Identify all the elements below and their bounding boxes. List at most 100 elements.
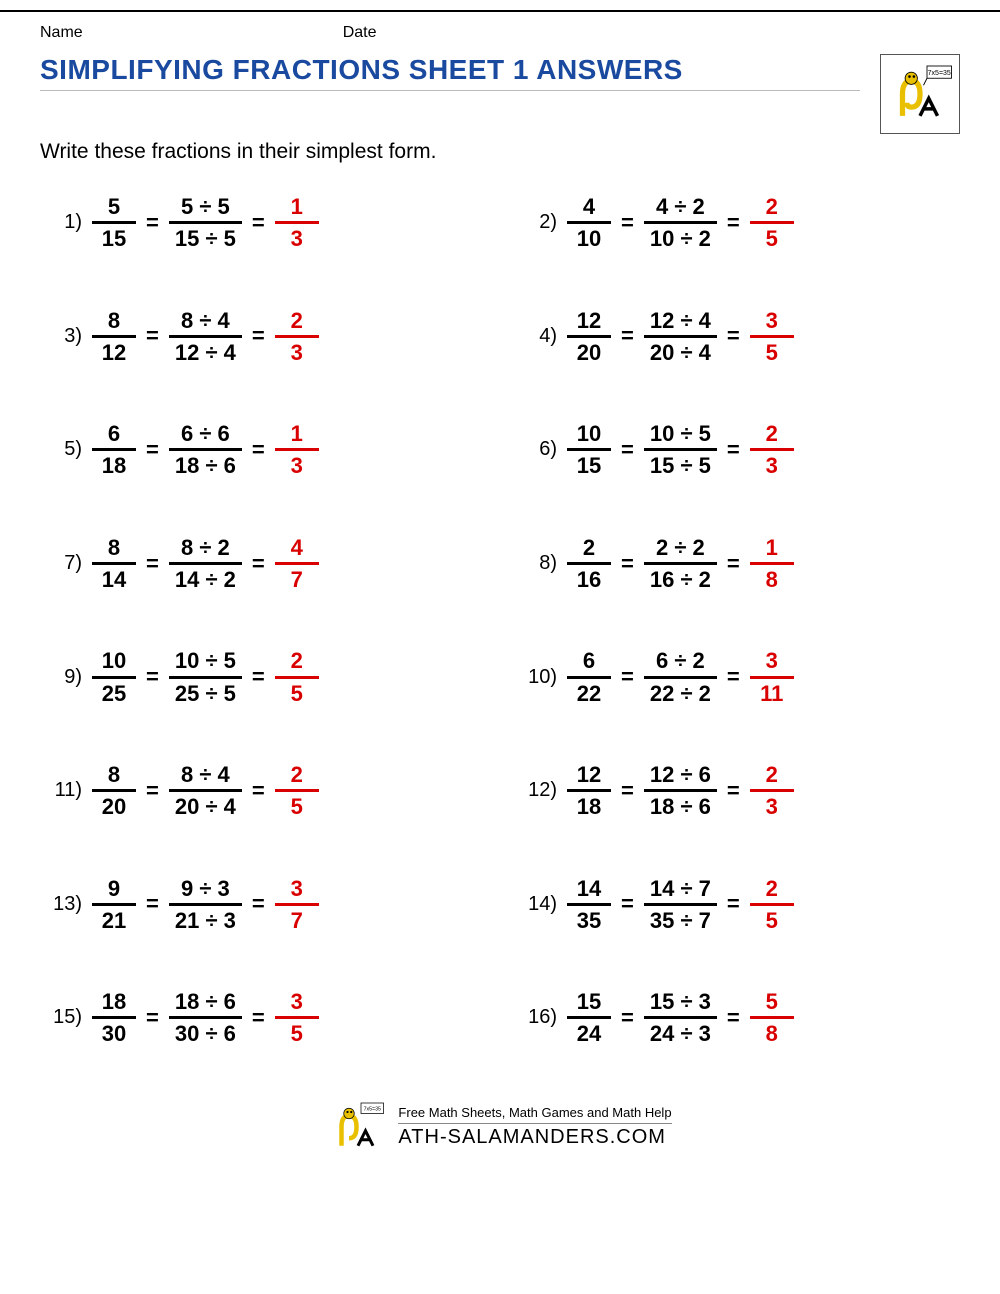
numerator: 1 bbox=[760, 535, 784, 562]
denominator: 12 bbox=[96, 338, 132, 365]
equals-sign: = bbox=[727, 323, 740, 349]
problem-row: 9)1025=10 ÷ 525 ÷ 5=25 bbox=[40, 648, 485, 706]
work-fraction: 6 ÷ 2 22 ÷ 2 bbox=[644, 648, 717, 706]
numerator: 2 bbox=[285, 648, 309, 675]
denominator: 5 bbox=[285, 1019, 309, 1046]
denominator: 11 bbox=[754, 679, 789, 706]
problem-number: 1) bbox=[40, 211, 82, 234]
numerator: 8 ÷ 4 bbox=[175, 308, 236, 335]
problem-number: 6) bbox=[515, 438, 557, 461]
problem-row: 16)1524=15 ÷ 324 ÷ 3=58 bbox=[515, 989, 960, 1047]
work-fraction: 9 ÷ 321 ÷ 3 bbox=[169, 876, 242, 934]
denominator: 18 bbox=[96, 451, 132, 478]
problem-number: 10) bbox=[515, 666, 557, 689]
answer-fraction: 13 bbox=[275, 421, 319, 479]
work-fraction: 18 ÷ 630 ÷ 6 bbox=[169, 989, 242, 1047]
problem-number: 5) bbox=[40, 438, 82, 461]
equals-sign: = bbox=[146, 778, 159, 804]
equals-sign: = bbox=[727, 437, 740, 463]
numerator: 18 ÷ 6 bbox=[169, 989, 242, 1016]
answer-fraction: 25 bbox=[750, 194, 794, 252]
problem-row: 8)216=2 ÷ 216 ÷ 2=18 bbox=[515, 535, 960, 593]
denominator: 8 bbox=[760, 1019, 784, 1046]
denominator: 20 bbox=[96, 792, 132, 819]
original-fraction: 622 bbox=[567, 648, 611, 706]
problem-number: 14) bbox=[515, 893, 557, 916]
problem-row: 5)618=6 ÷ 618 ÷ 6=13 bbox=[40, 421, 485, 479]
answer-fraction: 47 bbox=[275, 535, 319, 593]
svg-text:7x5=35: 7x5=35 bbox=[928, 70, 951, 77]
numerator: 2 bbox=[577, 535, 601, 562]
numerator: 4 ÷ 2 bbox=[650, 194, 711, 221]
numerator: 15 ÷ 3 bbox=[644, 989, 717, 1016]
problem-row: 6)1015=10 ÷ 515 ÷ 5=23 bbox=[515, 421, 960, 479]
numerator: 2 ÷ 2 bbox=[650, 535, 711, 562]
problem-row: 15)1830=18 ÷ 630 ÷ 6=35 bbox=[40, 989, 485, 1047]
equals-sign: = bbox=[727, 551, 740, 577]
denominator: 3 bbox=[285, 338, 309, 365]
equals-sign: = bbox=[727, 891, 740, 917]
denominator: 22 bbox=[571, 679, 607, 706]
work-fraction: 8 ÷ 412 ÷ 4 bbox=[169, 308, 242, 366]
denominator: 22 ÷ 2 bbox=[644, 679, 717, 706]
numerator: 8 bbox=[102, 535, 126, 562]
denominator: 5 bbox=[760, 338, 784, 365]
numerator: 6 ÷ 6 bbox=[175, 421, 236, 448]
denominator: 21 ÷ 3 bbox=[169, 906, 242, 933]
date-label: Date bbox=[343, 24, 377, 42]
original-fraction: 1220 bbox=[567, 308, 611, 366]
problem-row: 14)1435=14 ÷ 735 ÷ 7=25 bbox=[515, 876, 960, 934]
equals-sign: = bbox=[252, 664, 265, 690]
denominator: 18 bbox=[571, 792, 607, 819]
denominator: 3 bbox=[285, 451, 309, 478]
numerator: 8 ÷ 4 bbox=[175, 762, 236, 789]
denominator: 7 bbox=[285, 565, 309, 592]
equals-sign: = bbox=[146, 664, 159, 690]
problem-number: 7) bbox=[40, 552, 82, 575]
work-fraction: 10 ÷ 515 ÷ 5 bbox=[644, 421, 717, 479]
work-fraction: 10 ÷ 525 ÷ 5 bbox=[169, 648, 242, 706]
original-fraction: 921 bbox=[92, 876, 136, 934]
denominator: 5 bbox=[760, 906, 784, 933]
problem-row: 10)622=6 ÷ 222 ÷ 2=311 bbox=[515, 648, 960, 706]
equals-sign: = bbox=[252, 1005, 265, 1031]
work-fraction: 14 ÷ 735 ÷ 7 bbox=[644, 876, 717, 934]
footer-salamander-icon: 7x5=35 bbox=[328, 1097, 388, 1157]
name-label: Name bbox=[40, 24, 83, 42]
answer-fraction: 311 bbox=[750, 648, 794, 706]
numerator: 12 bbox=[571, 308, 607, 335]
work-fraction: 8 ÷ 2 14 ÷ 2 bbox=[169, 535, 242, 593]
denominator: 35 bbox=[571, 906, 607, 933]
answer-fraction: 25 bbox=[275, 762, 319, 820]
denominator: 20 ÷ 4 bbox=[644, 338, 717, 365]
answer-fraction: 23 bbox=[275, 308, 319, 366]
work-fraction: 15 ÷ 324 ÷ 3 bbox=[644, 989, 717, 1047]
numerator: 2 bbox=[285, 308, 309, 335]
equals-sign: = bbox=[146, 323, 159, 349]
problem-row: 2)410=4 ÷ 210 ÷ 2=25 bbox=[515, 194, 960, 252]
original-fraction: 216 bbox=[567, 535, 611, 593]
numerator: 8 ÷ 2 bbox=[175, 535, 236, 562]
numerator: 12 ÷ 6 bbox=[644, 762, 717, 789]
numerator: 5 ÷ 5 bbox=[175, 194, 236, 221]
equals-sign: = bbox=[252, 551, 265, 577]
denominator: 14 ÷ 2 bbox=[169, 565, 242, 592]
page-title: SIMPLIFYING FRACTIONS SHEET 1 ANSWERS bbox=[40, 54, 860, 91]
problem-number: 12) bbox=[515, 779, 557, 802]
denominator: 10 bbox=[571, 224, 607, 251]
equals-sign: = bbox=[146, 437, 159, 463]
equals-sign: = bbox=[146, 1005, 159, 1031]
numerator: 6 ÷ 2 bbox=[650, 648, 711, 675]
original-fraction: 1830 bbox=[92, 989, 136, 1047]
equals-sign: = bbox=[252, 210, 265, 236]
equals-sign: = bbox=[252, 891, 265, 917]
equals-sign: = bbox=[621, 210, 634, 236]
numerator: 8 bbox=[102, 308, 126, 335]
answer-fraction: 35 bbox=[750, 308, 794, 366]
equals-sign: = bbox=[727, 1005, 740, 1031]
equals-sign: = bbox=[146, 551, 159, 577]
title-row: SIMPLIFYING FRACTIONS SHEET 1 ANSWERS 7x… bbox=[0, 46, 1000, 134]
work-fraction: 6 ÷ 618 ÷ 6 bbox=[169, 421, 242, 479]
original-fraction: 618 bbox=[92, 421, 136, 479]
instruction-text: Write these fractions in their simplest … bbox=[0, 134, 1000, 184]
